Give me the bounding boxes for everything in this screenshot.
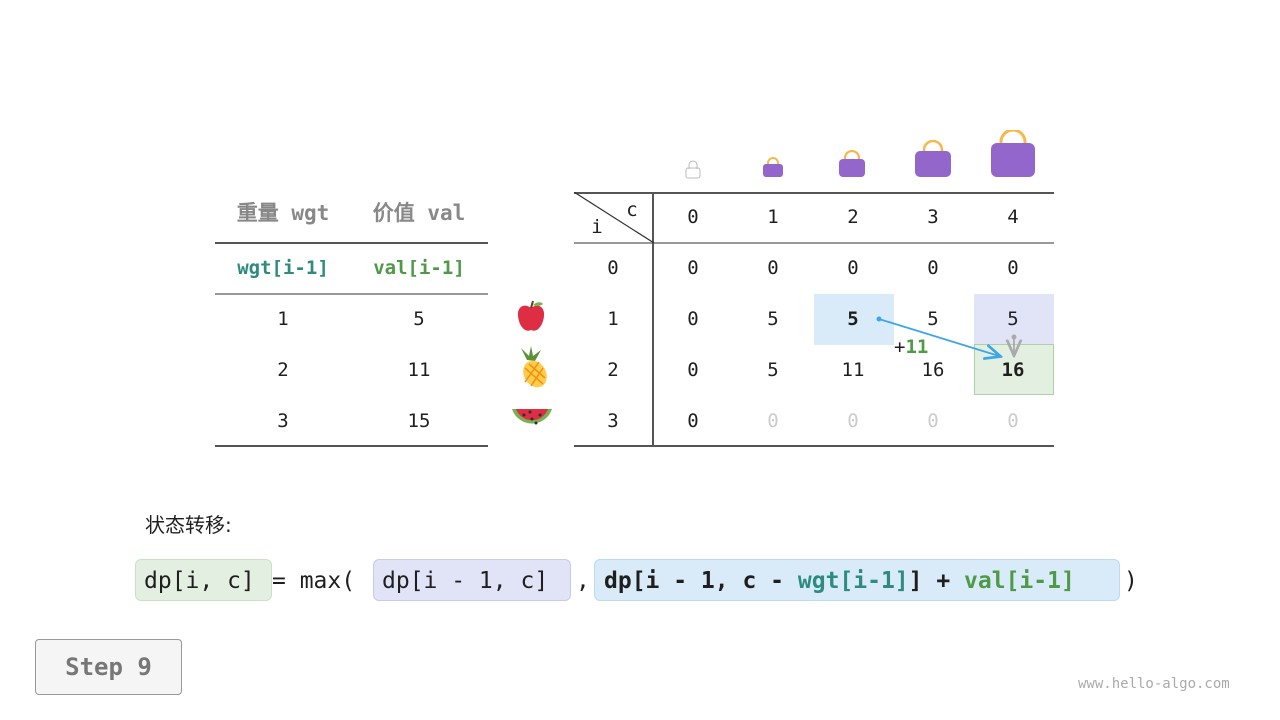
value-annotation: +11 xyxy=(894,336,928,358)
dp-cell: 0 xyxy=(927,410,939,432)
dp-cell: 0 xyxy=(687,410,699,432)
apple-icon xyxy=(517,300,545,331)
arg2-val: val[i-1] xyxy=(964,568,1075,594)
item-wgt: 2 xyxy=(277,359,289,381)
formula-close: ) xyxy=(1124,568,1138,594)
col-header: 2 xyxy=(847,206,859,228)
dp-cell: 0 xyxy=(1007,257,1019,279)
row-header: 0 xyxy=(607,257,619,279)
divider xyxy=(574,192,1054,194)
dp-cell: 0 xyxy=(687,308,699,330)
dp-cell: 0 xyxy=(927,257,939,279)
arg2-plus: ] + xyxy=(908,568,965,594)
divider xyxy=(652,192,654,446)
item-wgt: 3 xyxy=(277,410,289,432)
dp-cell: 0 xyxy=(767,257,779,279)
divider xyxy=(574,445,1054,447)
dp-cell: 0 xyxy=(767,410,779,432)
col-header: 1 xyxy=(767,206,779,228)
item-wgt: 1 xyxy=(277,308,289,330)
dp-cell: 5 xyxy=(767,359,779,381)
dp-cell: 0 xyxy=(687,359,699,381)
watermark: www.hello-algo.com xyxy=(1078,676,1230,692)
col-header: 3 xyxy=(927,206,939,228)
bag-icon-4 xyxy=(991,130,1035,177)
formula-comma: , xyxy=(576,568,590,594)
header-value: 价值 val xyxy=(372,201,466,225)
formula-eq: = max( xyxy=(272,568,356,594)
divider xyxy=(215,293,488,295)
dp-cell: 5 xyxy=(767,308,779,330)
arg1-box xyxy=(373,559,571,601)
subheader-val: val[i-1] xyxy=(373,257,465,279)
dp-cell: 0 xyxy=(687,257,699,279)
corner-i: i xyxy=(591,216,603,238)
dp-cell: 0 xyxy=(847,410,859,432)
subheader-wgt: wgt[i-1] xyxy=(237,257,329,279)
lhs-box xyxy=(135,559,272,601)
header-weight: 重量 wgt xyxy=(236,201,330,225)
bag-icon-2 xyxy=(839,150,865,177)
bag-icon-3 xyxy=(915,140,951,177)
arg2-box xyxy=(594,559,1120,601)
transition-label: 状态转移: xyxy=(145,513,232,537)
col-header: 4 xyxy=(1007,206,1019,228)
row-header: 2 xyxy=(607,359,619,381)
item-val: 5 xyxy=(413,308,425,330)
corner-diagonal xyxy=(574,192,654,244)
dp-cell: 0 xyxy=(847,257,859,279)
corner-c: c xyxy=(626,199,638,221)
divider xyxy=(215,445,488,447)
watermelon-icon xyxy=(512,409,552,425)
item-val: 15 xyxy=(407,410,431,432)
empty-bag-icon xyxy=(685,160,701,179)
added-value: 11 xyxy=(905,336,929,358)
row-header: 3 xyxy=(607,410,619,432)
col-header: 0 xyxy=(687,206,699,228)
divider xyxy=(574,242,1054,244)
bag-icon-1 xyxy=(763,157,783,177)
row-header: 1 xyxy=(607,308,619,330)
pineapple-icon xyxy=(521,346,547,388)
dp-cell: 5 xyxy=(927,308,939,330)
step-button[interactable]: Step 9 xyxy=(35,639,182,695)
formula-lhs: dp[i, c] xyxy=(144,568,255,594)
dp-cell: 16 xyxy=(1001,359,1025,381)
arg2-dp: dp[i - 1, c - xyxy=(604,568,798,594)
dp-cell: 0 xyxy=(1007,410,1019,432)
item-val: 11 xyxy=(407,359,431,381)
dp-cell: 16 xyxy=(921,359,945,381)
divider xyxy=(215,242,488,244)
arg2-wgt: wgt[i-1] xyxy=(797,568,909,594)
formula-arg2: dp[i - 1, c - wgt[i-1]] + val[i-1] xyxy=(604,568,1075,594)
formula-arg1: dp[i - 1, c] xyxy=(382,568,549,594)
dp-cell: 5 xyxy=(847,308,859,330)
dp-cell: 5 xyxy=(1007,308,1019,330)
plus-sign: + xyxy=(894,336,906,358)
dp-cell: 11 xyxy=(841,359,865,381)
